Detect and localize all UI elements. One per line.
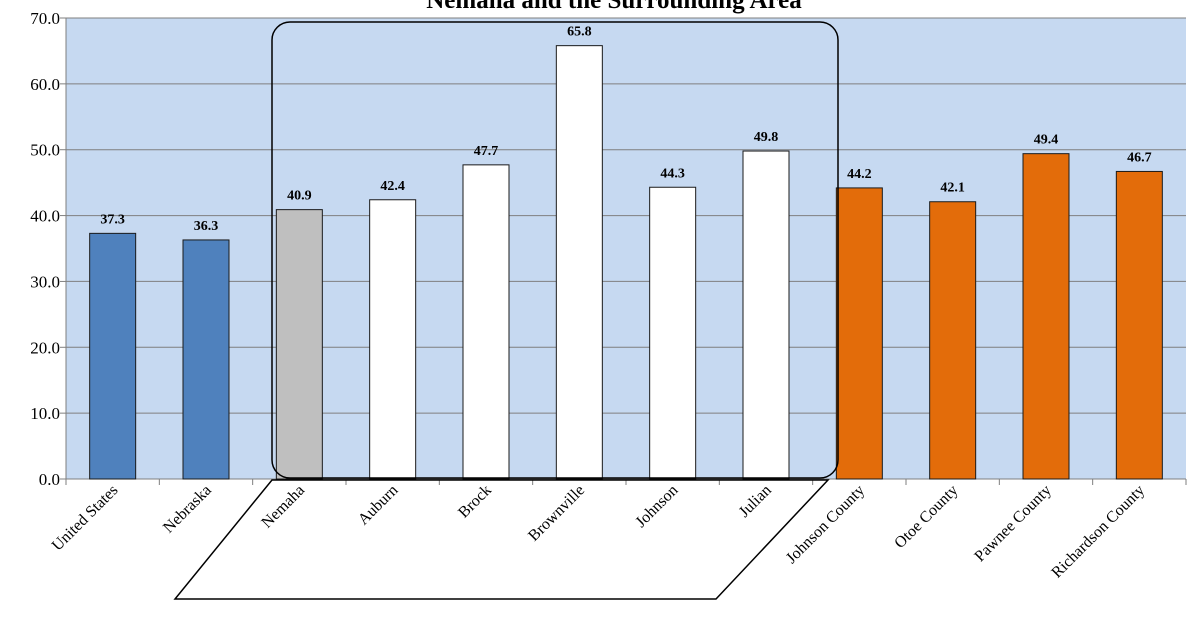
y-tick-label: 0.0 (39, 470, 60, 489)
bar (555, 45, 603, 480)
category-label: Nemaha (258, 482, 308, 532)
bar (462, 164, 510, 480)
data-label: 65.8 (567, 25, 592, 40)
y-axis-ticks: 0.0 10.0 20.0 30.0 40.0 50.0 60.0 70.0 (30, 9, 60, 489)
chart-title: Nemaha and the Surrounding Area (426, 0, 802, 14)
bar (742, 150, 790, 480)
bar (1115, 170, 1163, 480)
x-axis-labels: United States Nebraska Nemaha Auburn Brock Br… (49, 482, 1148, 582)
data-label: 37.3 (100, 212, 125, 227)
data-label: 40.9 (287, 189, 312, 204)
data-label: 49.8 (754, 130, 779, 145)
data-label: 42.4 (380, 179, 405, 194)
bar (1022, 153, 1070, 480)
bars (89, 45, 1163, 480)
bar (649, 186, 697, 480)
highlight-frame (173, 21, 839, 600)
category-label: Julian (736, 482, 775, 521)
bar (275, 209, 323, 480)
bar (929, 201, 977, 480)
category-label: Johnson (632, 482, 681, 531)
data-labels: 37.3 36.3 40.9 42.4 47.7 65.8 44.3 49.8 44.2 42.1… (100, 25, 1151, 234)
bar (369, 199, 417, 480)
category-label: Nebraska (160, 482, 215, 537)
y-tick-label: 70.0 (30, 9, 60, 28)
bar (182, 239, 230, 480)
y-tick-label: 50.0 (30, 141, 60, 160)
highlight-label-frame (173, 479, 830, 600)
bar (835, 187, 883, 480)
bar (89, 232, 137, 480)
y-tick-label: 30.0 (30, 272, 60, 291)
data-label: 36.3 (194, 219, 219, 234)
category-label: Brock (455, 482, 495, 522)
highlight-box (271, 21, 839, 479)
y-tick-label: 10.0 (30, 404, 60, 423)
category-label: Richardson County (1048, 482, 1148, 582)
category-label: Pawnee County (971, 482, 1054, 565)
gridlines (60, 17, 1187, 485)
category-label: Otoe County (891, 482, 961, 552)
y-tick-label: 60.0 (30, 75, 60, 94)
data-label: 44.2 (847, 167, 872, 182)
category-label: Brownville (525, 482, 588, 545)
data-label: 42.1 (940, 181, 965, 196)
category-label: Auburn (355, 482, 402, 529)
plot-area (66, 18, 1186, 479)
data-label: 44.3 (660, 166, 685, 181)
data-label: 46.7 (1127, 150, 1152, 165)
data-label: 49.4 (1034, 133, 1059, 148)
y-tick-label: 40.0 (30, 207, 60, 226)
category-label: United States (49, 482, 122, 555)
y-tick-label: 20.0 (30, 338, 60, 357)
category-label: Johnson County (783, 482, 868, 567)
data-label: 47.7 (474, 144, 499, 159)
